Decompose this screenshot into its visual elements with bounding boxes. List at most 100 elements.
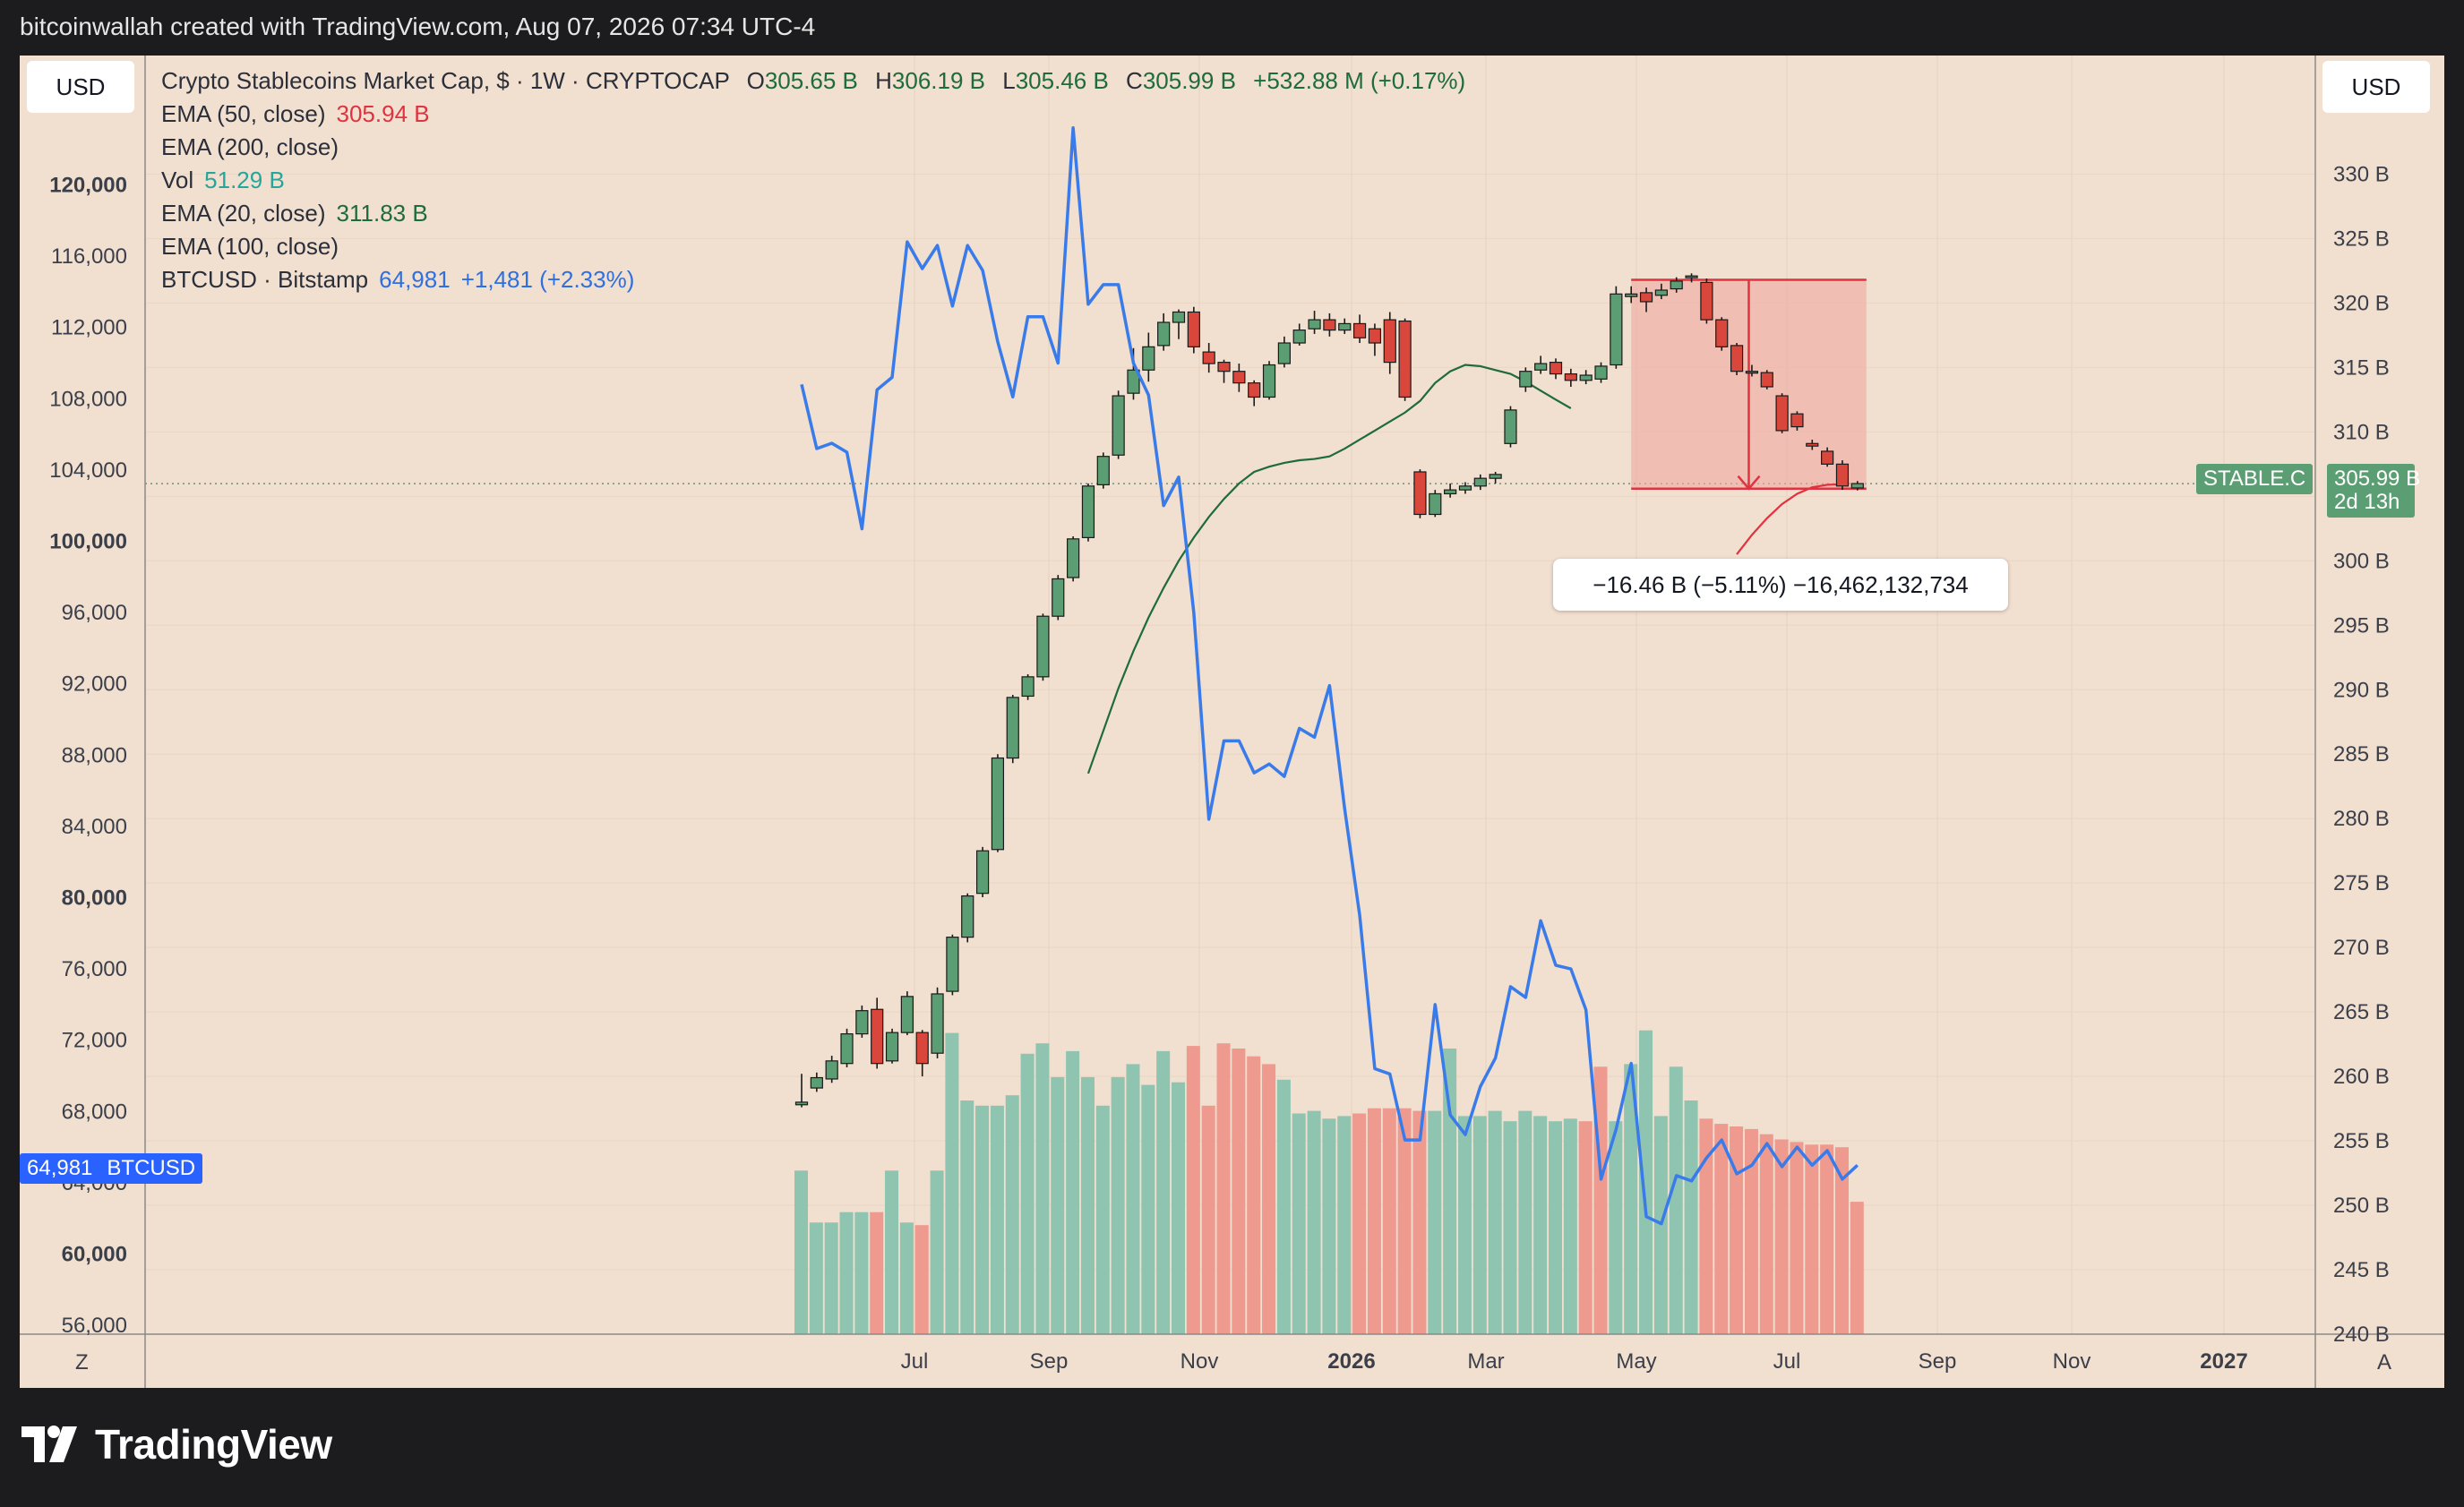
candle-body [1202,351,1215,364]
candle-body [1473,477,1487,487]
volume-bar [899,1222,914,1334]
volume-bar [794,1170,808,1334]
volume-bar [1578,1121,1593,1334]
candle-body [1549,362,1563,375]
volume-bar [1730,1126,1744,1334]
right-tick-label: 310 B [2333,420,2390,444]
right-tick-label: 320 B [2333,291,2390,315]
volume-bar [1382,1108,1396,1334]
candle-body [1790,413,1804,428]
candle-body [915,1032,929,1065]
candle-body [825,1060,838,1080]
chart-panel[interactable]: Jul Sep Nov 2026 Mar May Jul Sep Nov 2027 330 B 325… [20,56,2444,1388]
auto-scale-toggle[interactable]: A [2377,1350,2392,1374]
volume-bar [1472,1116,1487,1334]
volume-bar [1397,1108,1412,1334]
stable-price-tag: 305.99 B 2d 13h [2327,464,2420,518]
volume-bar [1457,1116,1472,1334]
candle-body [1172,311,1186,323]
candle-body [1112,395,1125,456]
candle-body [1625,293,1638,297]
volume-bar [824,1222,838,1334]
left-tick-label: 104,000 [49,458,127,483]
volume-bar [870,1212,884,1334]
left-tick-label: 68,000 [62,1100,127,1124]
volume-bar [1684,1100,1698,1334]
btc-price-tag: 64,981 BTCUSD [20,1153,203,1184]
legend-ema20-row[interactable]: EMA (20, close) 311.83 B [161,200,428,227]
left-tick-label: 96,000 [62,601,127,625]
right-tick-label: 290 B [2333,678,2390,702]
x-tick-label: May [1616,1349,1656,1374]
legend-ema200-row[interactable]: EMA (200, close) [161,133,339,160]
volume-bar [1337,1116,1352,1334]
chart-canvas[interactable]: Jul Sep Nov 2026 Mar May Jul Sep Nov 2027 330 B 325… [20,56,2444,1388]
candle-body [871,1008,884,1065]
volume-bar [1276,1079,1291,1334]
candle-body [1127,369,1140,394]
volume-bar [1216,1043,1231,1334]
left-tick-label: 80,000 [62,886,127,910]
candle-body [1052,578,1065,617]
volume-bar [945,1032,959,1334]
right-tick-label: 285 B [2333,742,2390,766]
candle-body [1579,374,1593,381]
candle-body [855,1010,869,1035]
legend-ema100-row[interactable]: EMA (100, close) [161,233,339,260]
right-tick-label: 240 B [2333,1323,2390,1347]
volume-bar [1307,1110,1321,1334]
volume-bar [914,1225,929,1334]
stable-countdown: 2d 13h [2334,490,2400,514]
volume-bar [1805,1144,1819,1334]
right-tick-label: 330 B [2333,162,2390,186]
candle-body [1458,485,1472,491]
candle-body [1639,292,1653,303]
candle-body [1292,330,1306,344]
volume-bar [1850,1202,1864,1334]
ohlc-high: H306.19 B [875,67,986,94]
x-tick-label: Mar [1467,1349,1504,1374]
measure-arrow-head [1737,475,1761,491]
candle-body [1277,342,1291,364]
right-tick-label: 315 B [2333,355,2390,380]
candle-body [1700,281,1713,321]
candle-body [810,1076,823,1089]
x-tick-label: 2026 [1327,1349,1375,1374]
volume-bar [839,1212,854,1334]
btc-price-tag-symbol: BTCUSD [107,1156,196,1180]
right-unit-button[interactable]: USD [2322,61,2430,113]
right-tick-label: 250 B [2333,1194,2390,1218]
ohlc-low: L305.46 B [1002,67,1109,94]
right-tick-label: 325 B [2333,227,2390,251]
candle-body [1775,395,1789,432]
left-tick-label: 60,000 [62,1242,127,1266]
left-unit-button[interactable]: USD [27,61,134,113]
log-scale-toggle[interactable]: Z [75,1350,89,1374]
volume-bar [990,1105,1004,1334]
legend-btc-row[interactable]: BTCUSD · Bitstamp 64,981 +1,481 (+2.33%) [161,266,635,293]
candle-body [1519,371,1532,388]
candle-body [1821,450,1834,465]
legend-vol-row[interactable]: Vol 51.29 B [161,167,285,193]
vol-value: 51.29 B [204,167,285,193]
volume-bar [1714,1124,1729,1334]
right-tick-label: 270 B [2333,936,2390,960]
left-tick-label: 100,000 [49,529,127,553]
volume-bar [975,1105,990,1334]
volume-layer [794,1030,1864,1334]
candle-body [1352,322,1367,338]
volume-bar [1201,1105,1215,1334]
left-tick-label: 120,000 [49,173,127,197]
candle-body [1835,463,1850,487]
left-tick-label: 116,000 [51,244,127,269]
volume-bar [1247,1056,1261,1334]
candle-body [1429,492,1442,516]
volume-bar [1639,1030,1653,1334]
ohlc-open: O305.65 B [746,67,858,94]
left-tick-label: 56,000 [62,1314,127,1338]
legend-ema50-row[interactable]: EMA (50, close) 305.94 B [161,100,430,127]
volume-bar [1563,1118,1577,1334]
candle-body [1096,456,1110,485]
volume-bar [1503,1121,1517,1334]
left-tick-label: 88,000 [62,743,127,767]
